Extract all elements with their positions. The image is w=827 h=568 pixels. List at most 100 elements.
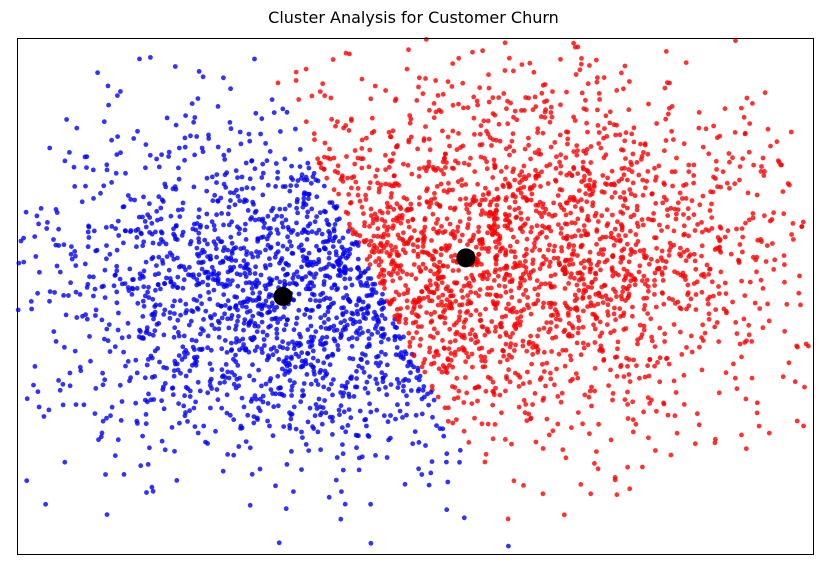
red-point [656,163,662,169]
blue-point [349,241,355,247]
blue-point [358,356,364,362]
red-point [431,290,437,296]
blue-point [346,391,352,397]
red-point [603,181,608,187]
blue-point [297,164,303,170]
red-point [537,247,543,253]
red-point [409,310,415,315]
blue-point [222,172,228,178]
red-point [540,304,546,310]
blue-point [421,384,427,389]
red-point [550,213,555,219]
red-point [447,326,453,332]
red-point [596,290,602,296]
blue-point [253,110,259,116]
red-point [384,227,390,233]
blue-point [148,55,153,60]
blue-point [290,275,296,281]
red-point [518,216,524,222]
blue-point [211,287,217,293]
blue-point [132,197,138,203]
red-point [578,243,584,249]
blue-point [108,413,113,419]
blue-point [192,152,198,158]
red-point [626,357,632,362]
blue-point [176,401,182,406]
blue-point [44,226,50,231]
blue-point [253,264,258,270]
red-point [631,125,637,131]
red-point [448,231,454,237]
red-point [533,208,539,214]
red-point [424,199,430,205]
red-point [514,214,520,220]
blue-point [175,255,180,261]
blue-point [157,359,162,365]
blue-point [401,383,406,389]
red-point [580,340,586,346]
red-point [587,269,593,275]
red-point [660,200,666,206]
blue-point [191,405,197,411]
red-point [541,325,547,331]
blue-point [335,343,341,348]
red-point [442,365,448,370]
red-point [363,197,369,202]
blue-point [183,113,189,118]
red-point [653,448,658,453]
red-point [645,363,650,369]
blue-point [237,300,243,306]
red-point [739,105,744,111]
red-point [447,205,453,211]
blue-point [363,316,368,321]
blue-point [128,228,134,233]
blue-point [200,74,206,80]
blue-point [167,315,173,321]
red-point [566,242,572,247]
red-point [531,301,537,307]
red-point [431,101,437,106]
blue-point [318,412,323,418]
red-point [723,308,729,314]
red-point [630,399,636,405]
blue-point [375,318,380,324]
red-point [755,237,761,243]
red-point [583,107,589,113]
red-point [359,204,365,210]
blue-point [200,279,206,285]
red-point [450,364,456,370]
blue-point [73,253,78,259]
blue-point [252,217,258,223]
blue-point [32,364,38,369]
blue-point [118,418,124,423]
red-point [348,200,353,206]
red-point [610,253,616,258]
red-point [403,316,409,322]
blue-point [332,282,337,288]
blue-point [147,230,153,235]
blue-point [326,316,331,322]
blue-point [353,319,358,325]
red-point [466,440,472,445]
red-point [445,189,450,195]
red-point [465,225,470,231]
red-point [637,263,643,269]
blue-point [395,385,401,390]
red-point [730,299,735,305]
red-point [492,269,498,275]
red-point [772,257,778,263]
blue-point [397,408,403,414]
blue-point [423,443,428,448]
red-point [376,274,382,280]
red-point [574,306,580,312]
blue-point [250,185,256,191]
blue-point [267,262,273,268]
red-point [449,84,455,89]
blue-point [221,292,227,297]
red-point [761,173,767,178]
red-point [693,307,699,312]
blue-point [365,311,371,316]
blue-point [61,293,66,298]
red-point [482,459,488,465]
blue-point [242,227,248,233]
